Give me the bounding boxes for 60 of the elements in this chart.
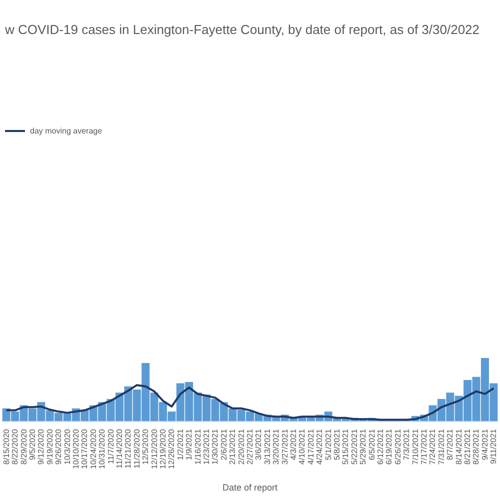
x-tick-label: 1/23/2021 [202,428,211,465]
x-tick-label: 4/3/2021 [289,428,298,460]
x-tick-label: 1/16/2021 [193,428,202,465]
x-tick-label: 10/3/2020 [62,428,72,465]
legend-label: day moving average [30,126,103,136]
x-tick-label: 8/29/2020 [19,428,28,465]
x-tick-label: 7/3/2021 [402,428,412,460]
x-tick-label: 11/21/2020 [124,428,133,468]
x-tick-label: 9/5/2020 [28,428,37,460]
x-tick-label: 7/24/2021 [428,428,438,465]
x-tick-label: 9/12/2020 [36,428,46,465]
x-tick-label: 7/10/2021 [410,428,420,465]
x-tick-label: 7/31/2021 [436,428,446,465]
x-tick-label: 4/17/2021 [306,428,316,465]
x-tick-label: 4/24/2021 [315,428,324,465]
x-tick-label: 5/8/2021 [332,428,342,460]
x-tick-label: 6/12/2021 [376,428,386,465]
x-tick-label: 10/17/2020 [80,428,90,470]
x-tick-label: 4/10/2021 [298,428,307,465]
x-tick-label: 2/20/2021 [236,428,246,465]
x-tick-label: 2/27/2021 [246,428,254,465]
x-tick-label: 10/31/2020 [98,428,107,470]
x-tick-label: 3/20/2021 [272,428,281,465]
x-tick-label: 5/22/2021 [350,428,359,465]
x-tick-label: 2/6/2021 [219,428,228,460]
x-tick-label: 7/17/2021 [420,428,429,465]
x-tick-label: 6/5/2021 [367,428,376,460]
x-tick-label: 11/14/2020 [114,428,124,468]
x-axis-title: Date of report [222,482,278,492]
x-tick-label: 6/19/2021 [384,428,394,465]
x-tick-label: 12/26/2020 [167,428,176,470]
x-tick-label: 9/4/2021 [480,428,490,460]
x-tick-label: 5/1/2021 [324,428,333,460]
x-tick-label: 9/19/2020 [45,428,54,465]
x-tick-label: 9/11/2021 [489,428,498,464]
x-tick-label: 6/26/2021 [393,428,402,465]
x-tick-label: 1/30/2021 [210,428,220,465]
x-tick-label: 10/10/2020 [71,428,80,470]
chart-title: w COVID-19 cases in Lexington-Fayette County, by date of report, as of 3/30/2022 [4,22,480,37]
x-tick-label: 5/15/2021 [341,428,350,465]
x-tick-label: 11/7/2020 [106,428,116,464]
x-tick-label: 3/27/2021 [280,428,290,465]
x-tick-label: 8/7/2021 [446,428,455,460]
x-tick-label: 8/22/2020 [10,428,20,465]
x-tick-label: 10/24/2020 [88,428,98,470]
x-tick-label: 3/6/2021 [254,428,264,460]
x-tick-label: 11/28/2020 [132,428,142,468]
x-tick-label: 12/19/2020 [158,428,168,470]
x-tick-label: 8/15/2020 [2,428,11,465]
x-tick-label: 5/29/2021 [358,428,368,465]
x-tick-label: 3/13/2021 [262,428,272,465]
x-tick-label: 8/14/2021 [454,428,464,465]
x-tick-label: 12/5/2020 [141,428,150,465]
x-tick-label: 12/12/2020 [150,428,159,470]
x-tick-label: 2/13/2021 [228,428,238,465]
x-tick-label: 9/26/2020 [54,428,64,465]
x-tick-label: 8/28/2021 [472,428,481,465]
x-tick-label: 1/2/2021 [176,428,185,460]
x-tick-label: 8/21/2021 [463,428,472,465]
x-tick-label: 1/9/2021 [184,428,194,460]
